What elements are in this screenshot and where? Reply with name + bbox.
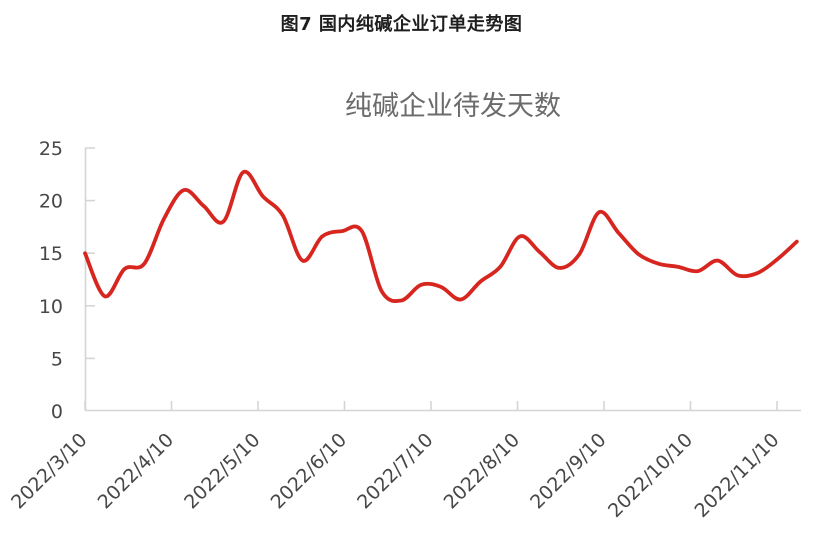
x-tick-label: 2022/4/10	[94, 429, 178, 513]
axes	[84, 147, 801, 412]
x-tick-label: 2022/7/10	[353, 429, 437, 513]
x-tick-label: 2022/10/10	[604, 429, 697, 522]
figure-caption: 图7 国内纯碱企业订单走势图	[280, 14, 523, 35]
y-tick-label: 20	[39, 191, 63, 213]
series-line-纯碱企业待发天数	[83, 169, 799, 304]
y-tick-label: 10	[39, 296, 63, 318]
x-tick-label: 2022/3/10	[7, 429, 91, 513]
y-tick-label: 25	[39, 138, 63, 160]
x-tick-label: 2022/8/10	[440, 429, 524, 513]
x-tick-label: 2022/11/10	[691, 429, 784, 522]
y-tick-label: 5	[51, 348, 63, 370]
x-tick-label: 2022/6/10	[267, 429, 351, 513]
x-tick-label: 2022/5/10	[180, 429, 264, 513]
y-tick-label: 0	[51, 401, 63, 423]
y-tick-label: 15	[39, 243, 63, 265]
x-tick-label: 2022/9/10	[526, 429, 610, 513]
chart-title: 纯碱企业待发天数	[345, 91, 561, 122]
x-axis-labels: 2022/3/10 2022/4/10 2022/5/10 2022/6/10 2022…	[7, 429, 783, 522]
y-axis-labels: 0 5 10 15 20 25	[39, 138, 63, 423]
